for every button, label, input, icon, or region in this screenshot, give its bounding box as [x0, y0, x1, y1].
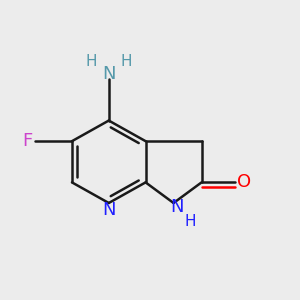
- Text: H: H: [86, 54, 98, 69]
- Text: F: F: [22, 132, 32, 150]
- Text: N: N: [102, 201, 116, 219]
- Text: N: N: [170, 198, 183, 216]
- Text: H: H: [120, 54, 132, 69]
- Text: O: O: [237, 173, 251, 191]
- Text: N: N: [102, 65, 116, 83]
- Text: H: H: [185, 214, 197, 229]
